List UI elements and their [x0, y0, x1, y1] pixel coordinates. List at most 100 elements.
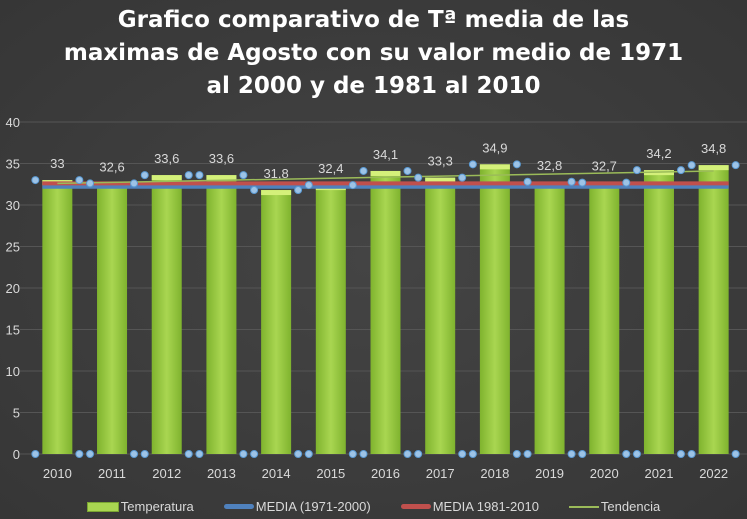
data-label: 33,6 [209, 151, 234, 166]
marker-dot [632, 166, 641, 175]
bar-2013 [206, 175, 237, 454]
x-tick-label: 2015 [316, 466, 345, 481]
title-line: al 2000 y de 1981 al 2010 [206, 73, 541, 99]
marker-dot [731, 450, 740, 458]
data-label: 33 [50, 156, 64, 171]
data-label: 33,6 [154, 151, 179, 166]
marker-dot [75, 450, 84, 458]
marker-dot [468, 450, 477, 458]
marker-dot [184, 450, 193, 458]
bar-2015 [315, 185, 346, 454]
marker-dot [578, 450, 587, 458]
marker-dot [414, 450, 423, 458]
bar-2020 [589, 182, 620, 454]
marker-dot [239, 450, 248, 458]
data-label: 34,2 [646, 146, 671, 161]
bar-2014 [261, 190, 292, 454]
x-tick-label: 2012 [152, 466, 181, 481]
marker-dot [512, 450, 521, 458]
marker-dot [687, 161, 696, 170]
y-tick-label: 40 [6, 115, 20, 130]
x-tick-label: 2018 [480, 466, 509, 481]
bar-top [425, 177, 456, 183]
bar-2016 [370, 170, 401, 454]
y-tick-label: 10 [6, 364, 20, 379]
marker-dot [687, 450, 696, 458]
marker-dot [31, 450, 40, 458]
marker-dot [523, 450, 532, 458]
data-label: 31,8 [263, 166, 288, 181]
marker-dot [86, 179, 95, 188]
chart-title: Grafico comparativo de Tª media de las m… [0, 4, 747, 103]
marker-dot [140, 171, 149, 180]
title-line: Grafico comparativo de Tª media de las [117, 7, 630, 33]
bar-top [261, 190, 292, 196]
marker-dot [86, 450, 95, 458]
bar-top [151, 175, 182, 181]
y-tick-label: 0 [13, 447, 20, 462]
y-tick-label: 20 [6, 281, 20, 296]
marker-dot [676, 450, 685, 458]
trend-line [57, 170, 714, 185]
bar-2012 [151, 175, 182, 454]
x-tick-label: 2016 [371, 466, 400, 481]
marker-dot [622, 450, 631, 458]
marker-dot [458, 173, 467, 182]
marker-dot [622, 178, 631, 187]
y-tick-label: 35 [6, 157, 20, 172]
y-tick-label: 25 [6, 240, 20, 255]
legend-media-1981: MEDIA 1981-2010 [400, 499, 539, 514]
x-tick-label: 2017 [426, 466, 455, 481]
y-tick-label: 15 [6, 323, 20, 338]
x-tick-label: 2021 [645, 466, 674, 481]
bar-2019 [534, 181, 565, 454]
bar-top [370, 170, 401, 176]
legend-label: MEDIA (1971-2000) [255, 499, 371, 514]
marker-dot [250, 186, 259, 195]
data-label: 34,1 [373, 147, 398, 162]
legend-label: Temperatura [120, 499, 194, 514]
marker-dot [140, 450, 149, 458]
marker-dot [75, 176, 84, 185]
y-tick-label: 5 [13, 406, 20, 421]
x-tick-label: 2010 [43, 466, 72, 481]
bar-top [206, 175, 237, 181]
marker-dot [567, 450, 576, 458]
marker-dot [184, 171, 193, 180]
data-label: 32,4 [318, 161, 343, 176]
x-tick-label: 2020 [590, 466, 619, 481]
marker-dot [195, 171, 204, 180]
x-tick-label: 2019 [535, 466, 564, 481]
marker-dot [130, 450, 139, 458]
bar-top [698, 165, 729, 171]
legend-tendencia: Tendencia [568, 499, 660, 514]
marker-dot [403, 450, 412, 458]
marker-dot [414, 173, 423, 182]
marker-dot [468, 160, 477, 169]
marker-dot [130, 179, 139, 188]
marker-dot [250, 450, 259, 458]
marker-dot [731, 161, 740, 170]
bar-2022 [698, 165, 729, 454]
data-label: 33,3 [428, 154, 453, 169]
marker-dot [304, 181, 313, 190]
marker-dot [676, 166, 685, 175]
marker-dot [195, 450, 204, 458]
marker-dot [359, 166, 368, 175]
marker-dot [31, 176, 40, 185]
data-label: 34,8 [701, 141, 726, 156]
legend-media-1971: MEDIA (1971-2000) [223, 499, 371, 514]
data-label: 32,6 [99, 159, 124, 174]
marker-dot [578, 178, 587, 187]
x-tick-label: 2022 [699, 466, 728, 481]
bar-2011 [97, 183, 128, 455]
marker-dot [359, 450, 368, 458]
x-tick-label: 2011 [98, 466, 126, 481]
data-label: 32,7 [592, 159, 617, 174]
marker-dot [304, 450, 313, 458]
marker-dot [632, 450, 641, 458]
bar-2018 [479, 164, 510, 454]
marker-dot [458, 450, 467, 458]
